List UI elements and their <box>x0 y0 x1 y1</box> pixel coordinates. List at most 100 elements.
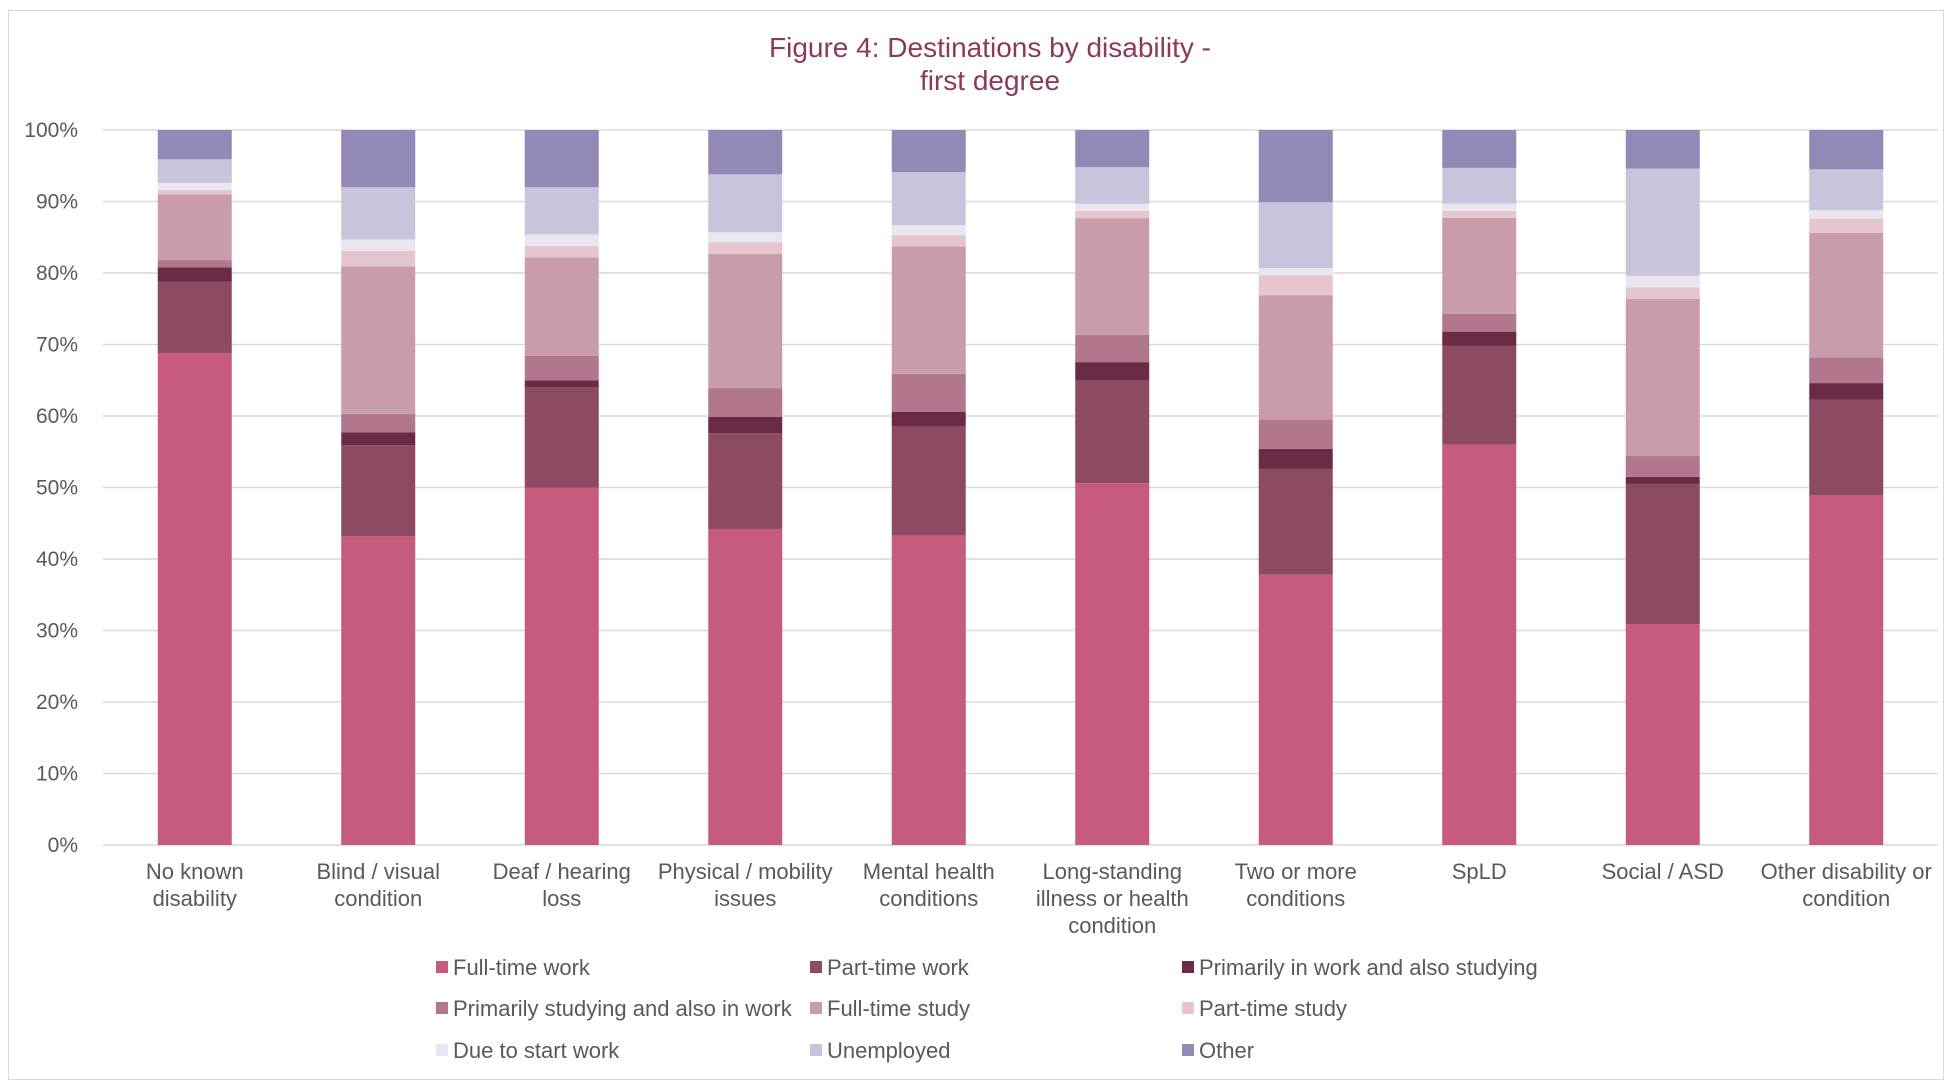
legend-item: Unemployed <box>810 1038 951 1063</box>
x-tick-label: Physical / mobility issues <box>658 859 833 911</box>
bar-segment <box>524 257 599 356</box>
bar-segment <box>157 130 232 160</box>
bar-segment <box>524 387 599 488</box>
bar-segment <box>1075 380 1150 484</box>
bar-segment <box>1258 448 1333 469</box>
chart-area <box>8 10 1944 1080</box>
bar-segment <box>341 187 416 240</box>
bar-segment <box>341 130 416 188</box>
legend-item: Primarily studying and also in work <box>436 996 793 1021</box>
bar-segment <box>1809 130 1884 170</box>
bar-segment <box>1809 495 1884 845</box>
legend-label: Unemployed <box>827 1038 951 1063</box>
bar-segment <box>891 225 966 236</box>
bar-segment <box>1442 331 1517 346</box>
bar-segment <box>524 487 599 845</box>
bar-segment <box>708 174 783 233</box>
bar-segment <box>1809 210 1884 219</box>
bar-segment <box>157 182 232 191</box>
bar-segment <box>1625 275 1700 288</box>
bar-segment <box>891 535 966 845</box>
bar-segment <box>1809 399 1884 496</box>
bar-segment <box>1075 334 1150 363</box>
bar-segment <box>1258 419 1333 449</box>
bar-segment <box>1075 167 1150 204</box>
x-axis-category-labels: No known disability Blind / visual conditio… <box>146 859 1932 938</box>
bar-segment <box>524 234 599 246</box>
legend-swatch <box>436 1044 448 1056</box>
bar-segment <box>1258 130 1333 203</box>
bar-segment <box>524 130 599 188</box>
bar-stack <box>1075 130 1150 845</box>
x-tick-label: No known disability <box>146 859 244 911</box>
bar-segment <box>1442 345 1517 445</box>
bar-segment <box>524 245 599 258</box>
bar-segment <box>157 267 232 282</box>
legend-item: Other <box>1182 1038 1254 1063</box>
legend-label: Full-time work <box>453 955 591 980</box>
bar-segment <box>1442 130 1517 168</box>
bar-segment <box>1442 217 1517 314</box>
chart-title: Figure 4: Destinations by disability - f… <box>769 32 1211 96</box>
y-tick-label: 40% <box>36 548 78 571</box>
bar-segment <box>1258 275 1333 296</box>
bar-segment <box>1075 203 1150 211</box>
bar-stack <box>708 130 783 845</box>
legend-item: Due to start work <box>436 1038 620 1063</box>
legend-item: Full-time study <box>810 996 970 1021</box>
bar-segment <box>708 130 783 175</box>
x-tick-label: Deaf / hearing loss <box>493 859 631 911</box>
bars <box>157 130 1884 845</box>
bar-segment <box>524 380 599 388</box>
bar-stack <box>1258 130 1333 845</box>
bar-segment <box>1442 203 1517 211</box>
bar-segment <box>341 413 416 433</box>
y-axis-tick-labels: 0% 10% 20% 30% 40% 50% 60% 70% 80% 90% 100% <box>24 119 78 857</box>
bar-segment <box>1809 218 1884 233</box>
chart-title-line-1: Figure 4: Destinations by disability - <box>769 32 1211 63</box>
bar-segment <box>1442 444 1517 845</box>
y-tick-label: 100% <box>24 119 78 142</box>
y-tick-label: 90% <box>36 191 78 214</box>
bar-segment <box>891 130 966 173</box>
bar-segment <box>1075 210 1150 219</box>
bar-segment <box>1809 357 1884 384</box>
bar-segment <box>1258 468 1333 575</box>
bar-segment <box>708 433 783 529</box>
x-tick-label: SpLD <box>1452 859 1507 884</box>
bar-segment <box>708 528 783 845</box>
bar-segment <box>708 416 783 434</box>
bar-segment <box>157 190 232 195</box>
bar-segment <box>524 355 599 381</box>
bar-segment <box>157 159 232 183</box>
y-tick-label: 0% <box>48 834 78 857</box>
bar-segment <box>1625 168 1700 276</box>
bar-segment <box>1625 456 1700 477</box>
bar-segment <box>1258 574 1333 845</box>
bar-segment <box>891 172 966 226</box>
bar-stack <box>1442 130 1517 845</box>
bar-segment <box>708 232 783 243</box>
bar-segment <box>891 411 966 427</box>
legend: Full-time work Part-time work Primarily in… <box>436 955 1538 1063</box>
bar-segment <box>157 281 232 354</box>
bar-segment <box>1258 295 1333 420</box>
legend-swatch <box>436 961 448 973</box>
x-tick-label: Other disability or condition <box>1761 859 1932 911</box>
x-tick-label: Long-standing illness or health condition <box>1036 859 1189 938</box>
bar-segment <box>1625 287 1700 299</box>
bar-segment <box>1075 218 1150 335</box>
legend-swatch <box>810 961 822 973</box>
y-tick-label: 30% <box>36 620 78 643</box>
bar-segment <box>341 266 416 414</box>
bar-stack <box>157 130 232 845</box>
y-tick-label: 60% <box>36 405 78 428</box>
bar-segment <box>341 239 416 251</box>
bar-segment <box>1809 169 1884 211</box>
legend-label: Primarily in work and also studying <box>1199 955 1538 980</box>
bar-segment <box>341 445 416 537</box>
legend-swatch <box>1182 1002 1194 1014</box>
bar-segment <box>891 235 966 247</box>
legend-label: Primarily studying and also in work <box>453 996 793 1021</box>
